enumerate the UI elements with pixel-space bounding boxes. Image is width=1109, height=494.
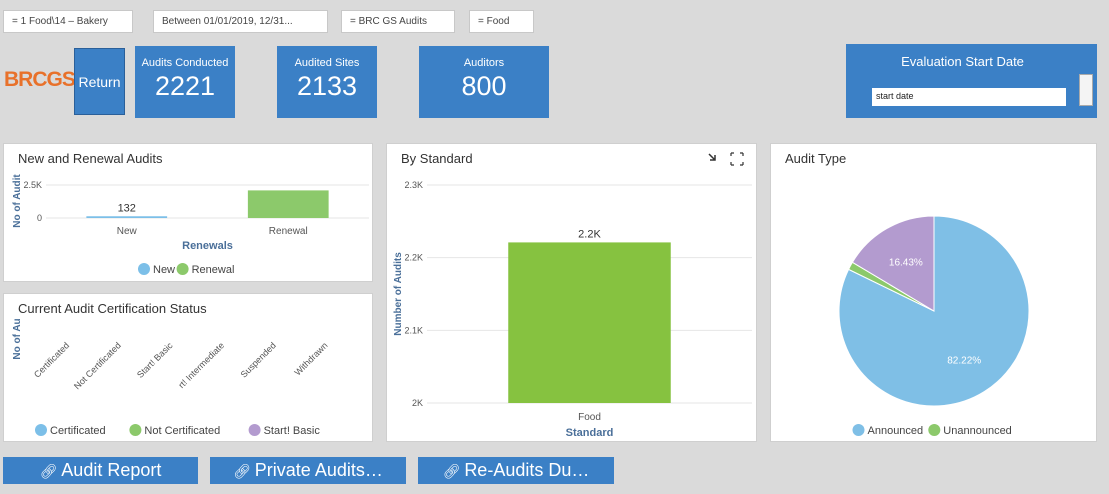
kpi-label: Audits Conducted [141,57,229,69]
drill-icon[interactable] [708,153,716,161]
panel: By Standard 2K 2.1K 2.2K 2.3K Food 2.2K Standar… [386,143,757,442]
date-input[interactable]: start date [872,88,1066,106]
legend-swatch [928,424,941,436]
button-label: Private Audits… [254,460,383,480]
pie-slice [851,215,935,312]
date-filter: Evaluation Start Date start date [846,44,1097,118]
y-tick-label: 2.2K [404,253,423,263]
data-label: 2.2K [578,228,601,240]
legend-swatch [138,263,150,275]
y-tick-label: 2.5K [23,180,42,190]
chart-title: Audit Type [785,151,846,166]
x-axis-label: Renewals [182,240,233,252]
x-tick-label: Certificated [32,340,71,379]
y-tick-label: 2.3K [404,180,423,190]
data-label: 82.22% [947,355,981,366]
legend-swatch [248,424,261,436]
legend-label: Announced [868,425,924,437]
link-button[interactable]: 🔗︎ Re-Audits Du… [418,457,614,484]
chart-title: Current Audit Certification Status [18,301,207,316]
chart: By Standard 2K 2.1K 2.2K 2.3K Food 2.2K Standar… [393,151,752,439]
button-label: Re-Audits Du… [464,460,590,480]
x-tick-label: Withdrawn [292,340,329,377]
kpi-card: Auditors 800 [419,46,549,118]
kpi-value: 2133 [296,71,358,101]
legend-label: Start! Basic [264,425,321,437]
kpi-value: 2221 [154,71,216,101]
chart: New and Renewal Audits 0 2.5K New Renewal 132… [12,151,369,276]
kpi-value: 800 [461,71,507,101]
y-axis-label: No of Audit [12,174,23,228]
filter-chip[interactable]: = Food [469,10,534,33]
chart: Current Audit Certification Status Certif… [12,301,330,437]
x-tick-label: Food [578,412,601,423]
y-tick-label: 0 [37,213,42,223]
data-label: 132 [118,202,136,214]
x-tick-label: Renewal [269,226,308,237]
legend-label: New [153,264,175,276]
x-axis-label: Standard [566,427,614,439]
expand-icon[interactable] [730,152,744,166]
legend-swatch [35,424,47,436]
link-button[interactable]: 🔗︎ Private Audits… [210,457,406,484]
y-tick-label: 2K [412,398,423,408]
legend-label: Renewal [192,264,235,276]
return-button[interactable]: Return [74,48,125,115]
legend-swatch [176,263,189,275]
chart-title: By Standard [401,151,473,166]
y-tick-label: 2.1K [404,325,423,335]
kpi-card: Audited Sites 2133 [277,46,377,118]
kpi-label: Auditors [463,57,505,69]
filter-chip[interactable]: = BRC GS Audits [341,10,455,33]
panel: New and Renewal Audits 0 2.5K New Renewal 132… [3,143,373,282]
y-axis-label: No of Au [12,318,23,359]
panel: Current Audit Certification Status Certif… [3,293,373,442]
kpi-label: Audited Sites [294,57,360,69]
x-tick-label: rt! Intermediate [176,340,226,390]
chart: Audit Type 82.22% 16.43% Announced Unannounc… [785,151,1030,437]
date-filter-title: Evaluation Start Date [901,54,1024,69]
data-label: 16.43% [889,257,923,268]
chart-title: New and Renewal Audits [18,151,163,166]
x-tick-label: Suspended [239,340,278,379]
spinner[interactable] [1079,74,1093,106]
bar [247,190,329,218]
bar [508,242,671,403]
legend-label: Unannounced [943,425,1012,437]
button-label: Audit Report [61,460,162,480]
logo: BRCGS [4,68,76,91]
legend-label: Not Certificated [144,425,220,437]
legend-swatch [129,424,142,436]
x-tick-label: Start! Basic [135,340,175,380]
bar [86,216,168,218]
y-axis-label: Number of Audits [393,252,404,336]
legend-swatch [852,424,865,436]
x-tick-label: Not Certificated [72,340,123,391]
legend-label: Certificated [50,425,106,437]
x-tick-label: New [117,226,138,237]
kpi-card: Audits Conducted 2221 [135,46,235,118]
filter-chip[interactable]: Between 01/01/2019, 12/31... [153,10,328,33]
filter-chip[interactable]: = 1 Food\14 – Bakery [3,10,133,33]
panel: Audit Type 82.22% 16.43% Announced Unannounc… [770,143,1097,442]
link-button[interactable]: 🔗︎ Audit Report [3,457,198,484]
